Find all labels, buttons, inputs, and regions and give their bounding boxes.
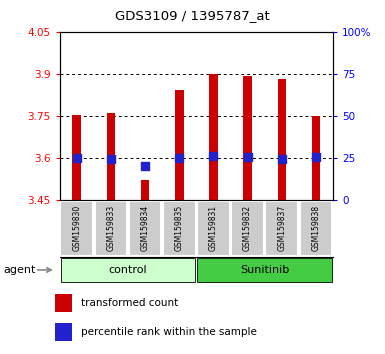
Text: GSM159835: GSM159835 (175, 205, 184, 251)
Bar (278, 79, 286, 200)
Text: transformed count: transformed count (81, 298, 178, 308)
Point (142, 163, 148, 169)
Bar (61, 258, 195, 282)
Text: control: control (109, 265, 147, 275)
Point (176, 155, 182, 161)
Text: GSM159838: GSM159838 (311, 205, 320, 251)
FancyBboxPatch shape (95, 201, 127, 256)
Bar (243, 76, 252, 200)
Bar (198, 258, 332, 282)
Text: GSM159837: GSM159837 (277, 205, 286, 251)
Text: agent: agent (4, 265, 36, 275)
Text: GSM159834: GSM159834 (141, 205, 150, 251)
Bar (312, 116, 320, 200)
Text: GSM159831: GSM159831 (209, 205, 218, 251)
FancyBboxPatch shape (231, 201, 264, 256)
FancyBboxPatch shape (163, 201, 196, 256)
Bar (55, 294, 72, 312)
Bar (141, 180, 149, 200)
FancyBboxPatch shape (129, 201, 161, 256)
Bar (107, 113, 115, 200)
Bar (209, 74, 218, 200)
FancyBboxPatch shape (60, 201, 93, 256)
Point (108, 156, 114, 162)
Point (244, 154, 251, 159)
Point (279, 156, 285, 161)
FancyBboxPatch shape (197, 201, 230, 256)
Text: GSM159830: GSM159830 (72, 205, 81, 251)
Text: Sunitinib: Sunitinib (240, 265, 289, 275)
Point (74, 155, 80, 161)
Bar (175, 90, 184, 200)
Bar (72, 115, 81, 200)
Text: GSM159833: GSM159833 (106, 205, 115, 251)
Text: GDS3109 / 1395787_at: GDS3109 / 1395787_at (115, 9, 270, 22)
Text: percentile rank within the sample: percentile rank within the sample (81, 327, 257, 337)
Point (210, 153, 216, 159)
FancyBboxPatch shape (300, 201, 332, 256)
FancyBboxPatch shape (265, 201, 298, 256)
Text: GSM159832: GSM159832 (243, 205, 252, 251)
Point (313, 155, 319, 160)
Bar (55, 323, 72, 341)
